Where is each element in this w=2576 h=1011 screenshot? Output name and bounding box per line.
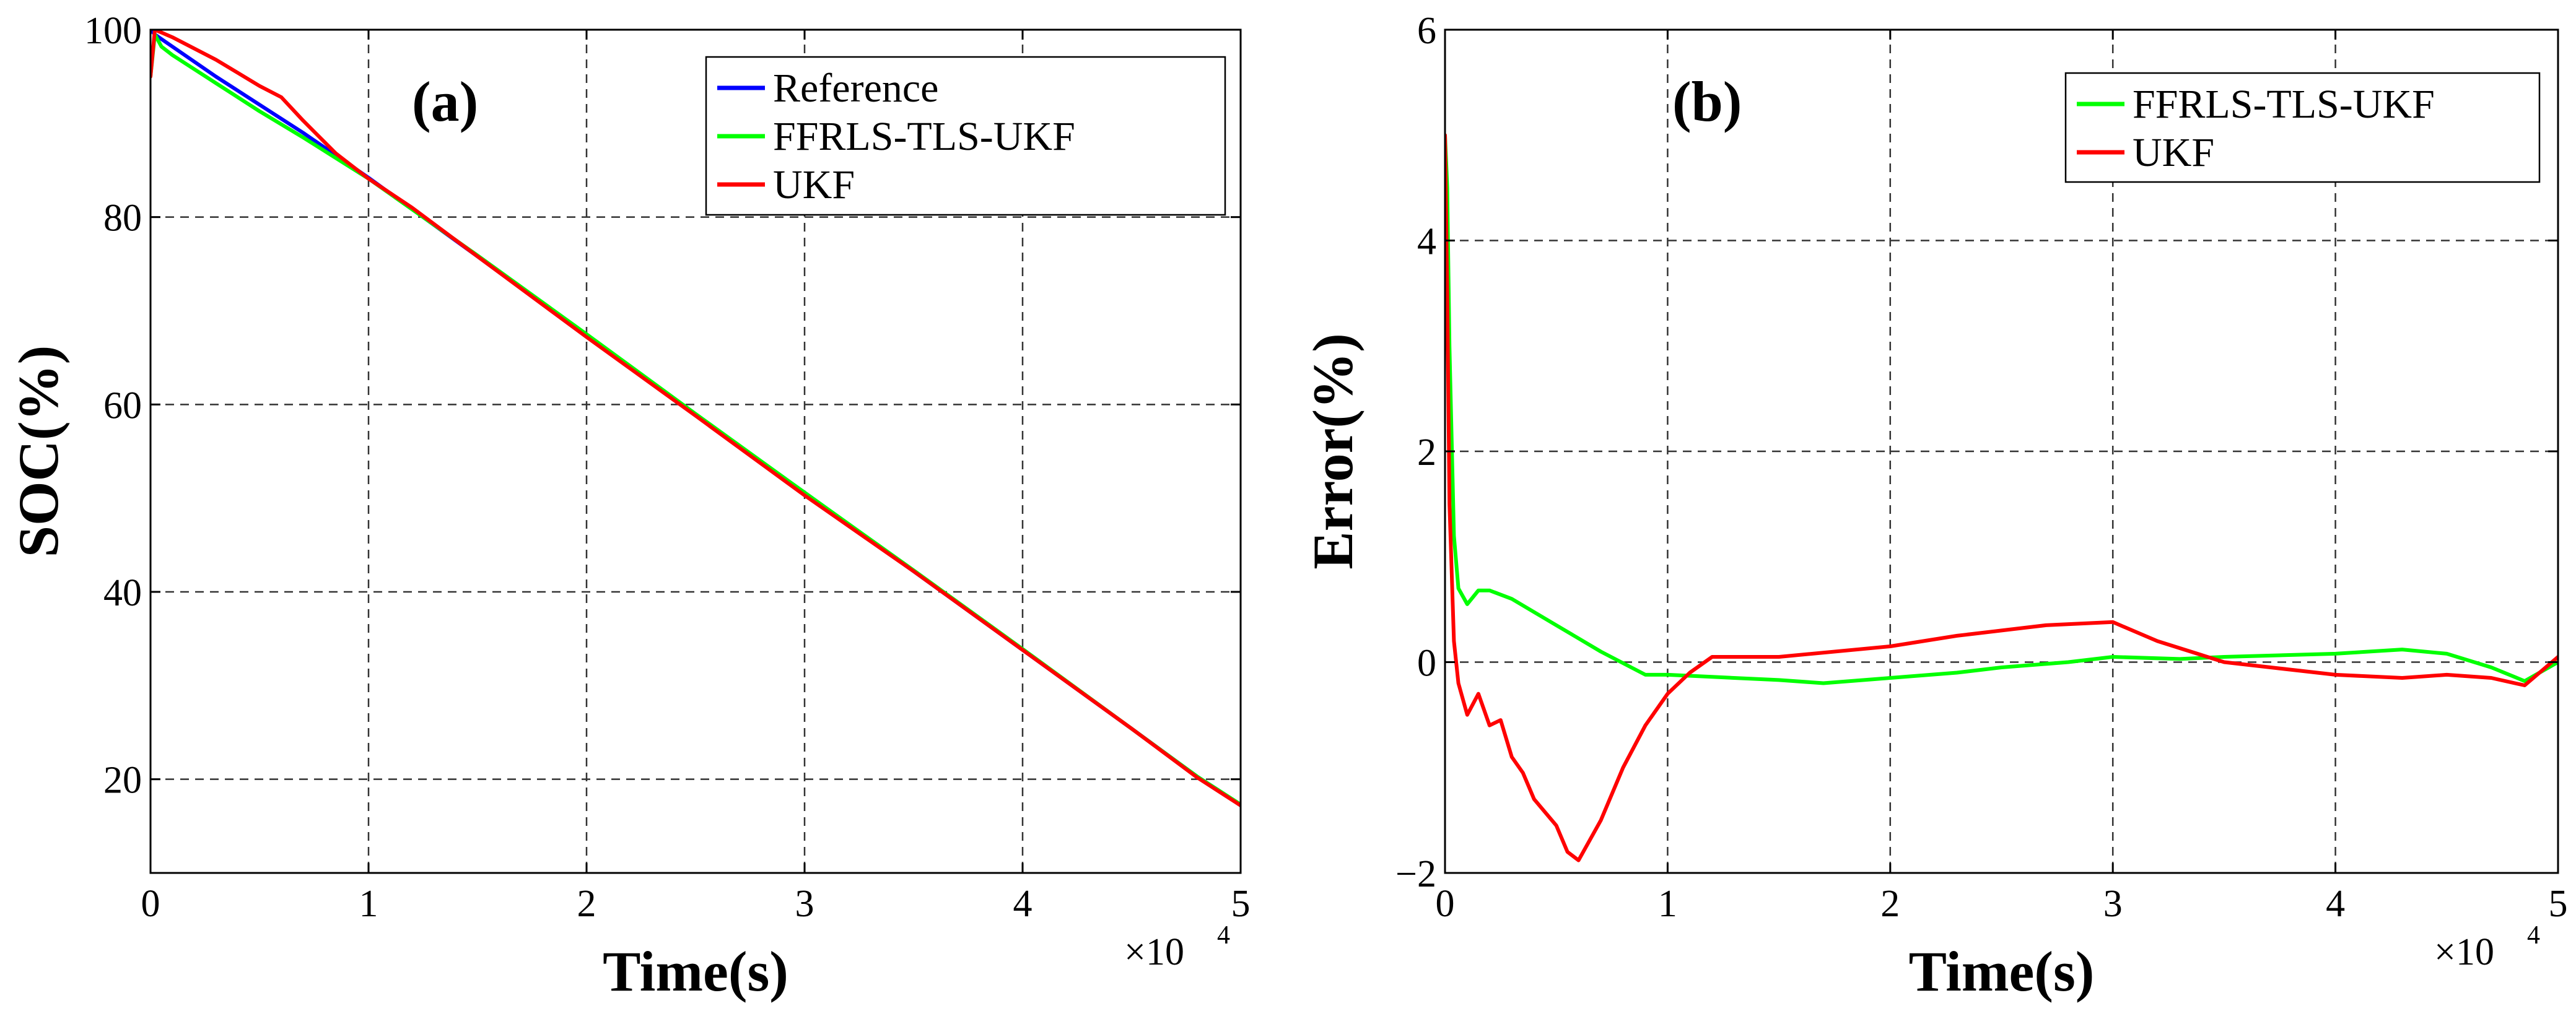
- y-tick-label: 4: [1417, 221, 1436, 263]
- legend-label: FFRLS-TLS-UKF: [773, 114, 1075, 159]
- legend-box: [2064, 72, 2541, 183]
- x-tick-label: 2: [1880, 883, 1900, 925]
- y-tick-label: 20: [103, 760, 142, 802]
- x-tick-label: 1: [1658, 883, 1677, 925]
- x-tick-label: 5: [1231, 883, 1251, 925]
- x-tick-label: 0: [1436, 883, 1455, 925]
- series-line-ffrls-tls-ukf: [1445, 133, 2558, 685]
- panel-label: (a): [412, 70, 478, 133]
- x-tick-label: 5: [2549, 883, 2568, 925]
- axes-frame: [149, 28, 1242, 874]
- x-tick-label: 4: [2326, 883, 2345, 925]
- series-line-ukf: [1445, 133, 2558, 862]
- x-multiplier: ×10: [1124, 931, 1184, 973]
- legend-box: [705, 56, 1226, 216]
- legend-label: FFRLS-TLS-UKF: [2133, 82, 2435, 127]
- y-tick-label: 80: [103, 197, 142, 240]
- y-tick-label: 100: [84, 10, 142, 52]
- series-group: [1445, 133, 2558, 862]
- y-tick-label: 0: [1417, 643, 1436, 685]
- series-group: [151, 30, 1241, 807]
- x-multiplier-exponent: 4: [1217, 921, 1230, 950]
- y-tick-label: −2: [1395, 853, 1436, 895]
- y-axis-title: Error(%): [1301, 333, 1364, 569]
- x-axis-title: Time(s): [603, 940, 788, 1003]
- x-tick-label: 3: [2103, 883, 2123, 925]
- y-tick-label: 60: [103, 384, 142, 427]
- x-multiplier: ×10: [2434, 931, 2494, 973]
- x-tick-label: 2: [577, 883, 596, 925]
- legend-label: Reference: [773, 66, 938, 111]
- x-tick-label: 0: [141, 883, 160, 925]
- x-tick-label: 3: [795, 883, 814, 925]
- y-tick-label: 40: [103, 572, 142, 614]
- legend-label: UKF: [2133, 130, 2214, 175]
- y-tick-label: 2: [1417, 432, 1436, 474]
- x-tick-label: 4: [1013, 883, 1033, 925]
- x-multiplier-exponent: 4: [2527, 921, 2540, 950]
- panel-label: (b): [1672, 70, 1742, 133]
- y-axis-title: SOC(%): [7, 345, 70, 557]
- x-axis-title: Time(s): [1909, 940, 2095, 1003]
- x-tick-label: 1: [359, 883, 378, 925]
- legend-label: UKF: [773, 162, 855, 207]
- y-tick-label: 6: [1417, 10, 1436, 52]
- series-line-ukf: [151, 30, 1241, 807]
